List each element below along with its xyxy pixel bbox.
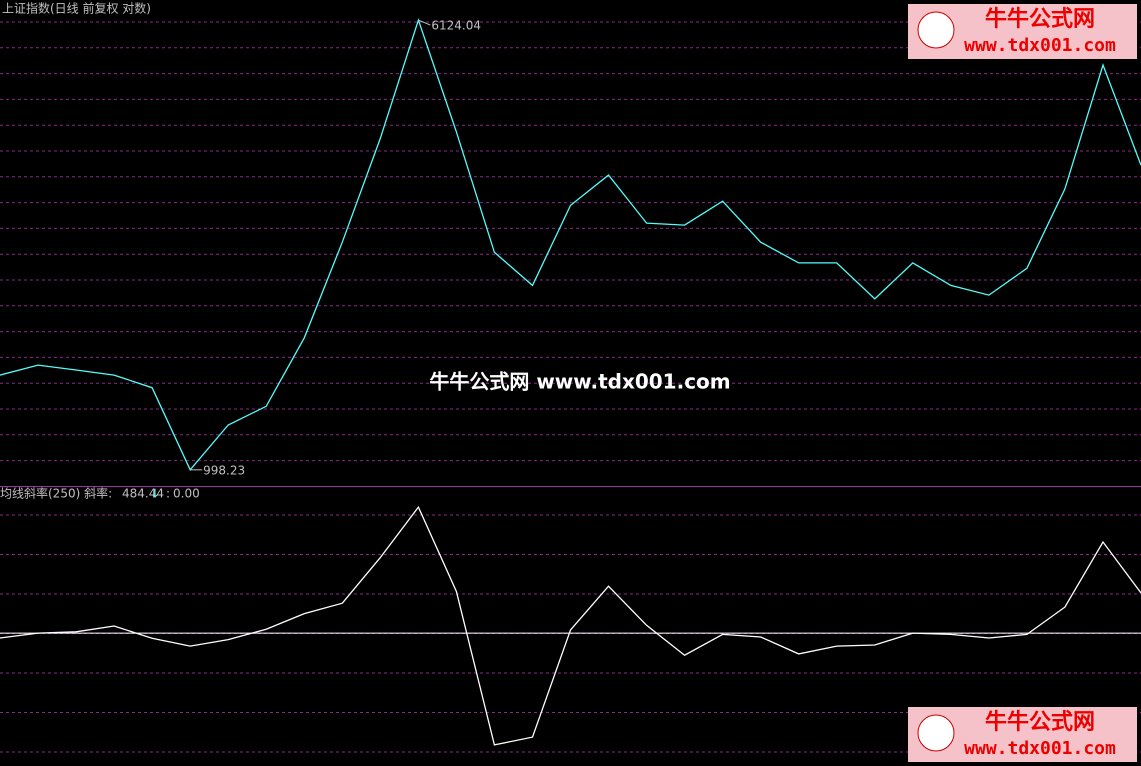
logo: 牛牛公式网 www.tdx001.com: [908, 707, 1137, 762]
annotation-leader: [418, 19, 431, 26]
line-series: [0, 505, 1141, 746]
logo-icon: [917, 714, 955, 752]
reference-label: 0.00: [173, 487, 200, 501]
indicator-value: 484.44: [122, 487, 164, 501]
watermark: 牛牛公式网 www.tdx001.com: [429, 370, 730, 394]
logo: 牛牛公式网 www.tdx001.com: [908, 4, 1137, 59]
max-label: 6124.04: [431, 19, 481, 33]
logo-url: www.tdx001.com: [964, 35, 1116, 56]
logo-icon: [917, 11, 955, 49]
indicator-arrow: ↓: [150, 487, 160, 501]
logo-title: 牛牛公式网: [985, 709, 1095, 735]
min-label: 998.23: [203, 463, 245, 477]
indicator-title: 均线斜率(250) 斜率:: [0, 486, 112, 501]
logo-title: 牛牛公式网: [985, 6, 1095, 32]
logo-url: www.tdx001.com: [964, 738, 1116, 759]
chart-title: 上证指数(日线 前复权 对数): [2, 1, 151, 16]
separator: :: [166, 487, 170, 501]
